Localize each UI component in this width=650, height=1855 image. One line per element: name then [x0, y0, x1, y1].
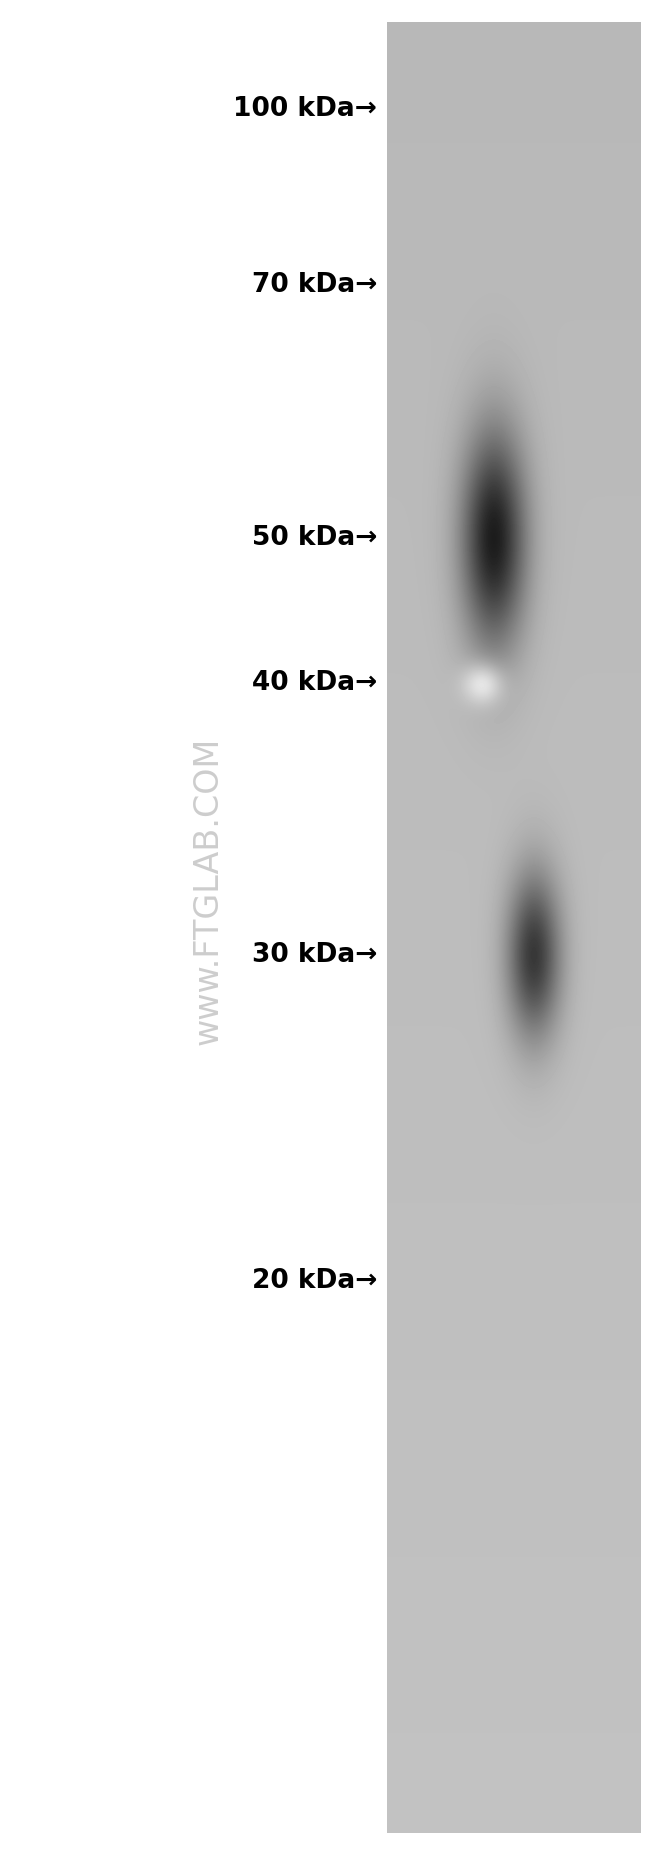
Text: 100 kDa→: 100 kDa→: [233, 96, 377, 122]
Text: 20 kDa→: 20 kDa→: [252, 1267, 377, 1293]
Text: 50 kDa→: 50 kDa→: [252, 525, 377, 551]
Text: 70 kDa→: 70 kDa→: [252, 273, 377, 299]
Text: 40 kDa→: 40 kDa→: [252, 670, 377, 696]
Text: 30 kDa→: 30 kDa→: [252, 942, 377, 968]
Text: www.FTGLAB.COM: www.FTGLAB.COM: [192, 736, 224, 1044]
